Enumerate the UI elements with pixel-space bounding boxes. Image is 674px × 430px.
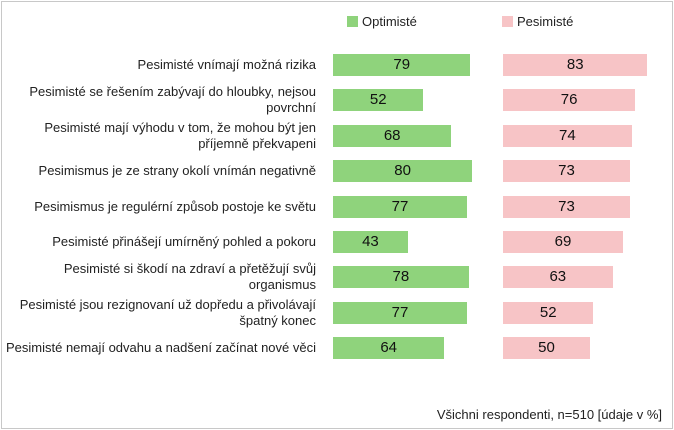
bar-pesimiste [503,160,631,183]
data-label-optimiste: 43 [362,233,379,250]
category-label-text: Pesimismus je regulérní způsob postoje k… [34,198,316,214]
category-label-text: Pesimismus je ze strany okolí vnímán neg… [38,163,316,179]
bar-optimiste [333,301,467,324]
bar-optimiste [333,266,469,289]
category-label: Pesimismus je regulérní způsob postoje k… [4,189,316,225]
data-label-optimiste: 80 [394,162,411,180]
category-label: Pesimisté přinášejí umírněný pohled a po… [4,224,316,260]
data-label-optimiste: 77 [391,197,409,215]
bar-pesimiste [503,124,632,147]
data-label-pesimiste: 63 [549,268,567,286]
bar-optimiste [333,54,471,76]
legend-swatch-optimiste [347,15,358,27]
category-label-text: Pesimisté vnímají možná rizika [137,57,316,72]
category-label: Pesimisté jsou rezignovaní už dopředu a … [4,295,316,331]
bar-optimiste [333,124,452,147]
chart-footnote: Všichni respondenti, n=510 [údaje v %] [436,407,662,422]
category-label-text: Pesimisté přinášejí umírněný pohled a po… [52,234,316,249]
bar-pesimiste [503,301,594,324]
bar-pesimiste [503,337,590,360]
category-label: Pesimisté si škodí na zdraví a přetěžují… [4,259,316,295]
bar-pesimiste [503,89,636,112]
data-label-pesimiste: 74 [559,126,576,144]
category-label: Pesimisté nemají odvahu a nadšení začína… [4,330,316,366]
bar-pesimiste [503,54,648,76]
legend-pesimiste: Pesimisté [502,13,573,29]
bar-optimiste [333,231,408,253]
data-label-optimiste: 79 [393,56,411,73]
data-label-pesimiste: 73 [558,162,575,180]
data-label-optimiste: 52 [369,91,387,109]
data-label-pesimiste: 69 [554,233,572,250]
data-label-pesimiste: 52 [539,303,557,321]
data-label-optimiste: 64 [380,339,398,357]
legend-label-pesimiste: Pesimisté [517,13,574,29]
data-label-optimiste: 68 [383,126,401,144]
bar-optimiste [333,160,473,183]
category-label: Pesimisté vnímají možná rizika [4,47,316,83]
category-label-text: Pesimisté nemají odvahu a nadšení začína… [5,340,316,356]
bar-optimiste [333,195,467,218]
legend-optimiste: Optimisté [347,13,417,29]
category-label-text: Pesimisté se řešením zabývají do hloubky… [29,84,316,116]
legend-label-optimiste: Optimisté [362,13,417,29]
category-label-text: Pesimisté jsou rezignovaní už dopředu a … [19,296,316,328]
category-label: Pesimisté mají výhodu v tom, že mohou bý… [4,118,316,154]
category-label-text: Pesimisté si škodí na zdraví a přetěžují… [63,261,316,293]
category-label: Pesimisté se řešením zabývají do hloubky… [4,82,316,118]
data-label-pesimiste: 50 [538,339,555,357]
legend-swatch-pesimiste [502,15,513,27]
bar-pesimiste [503,266,613,289]
bar-optimiste [333,89,424,112]
bar-pesimiste [503,195,631,218]
data-label-optimiste: 77 [391,303,409,321]
category-label-text: Pesimisté mají výhodu v tom, že mohou bý… [44,119,316,151]
data-label-pesimiste: 73 [558,197,575,215]
data-label-optimiste: 78 [392,268,410,286]
category-label: Pesimismus je ze strany okolí vnímán neg… [4,153,316,189]
bar-optimiste [333,337,445,360]
data-label-pesimiste: 83 [566,56,584,73]
data-label-pesimiste: 76 [560,91,578,109]
bar-pesimiste [503,231,624,253]
